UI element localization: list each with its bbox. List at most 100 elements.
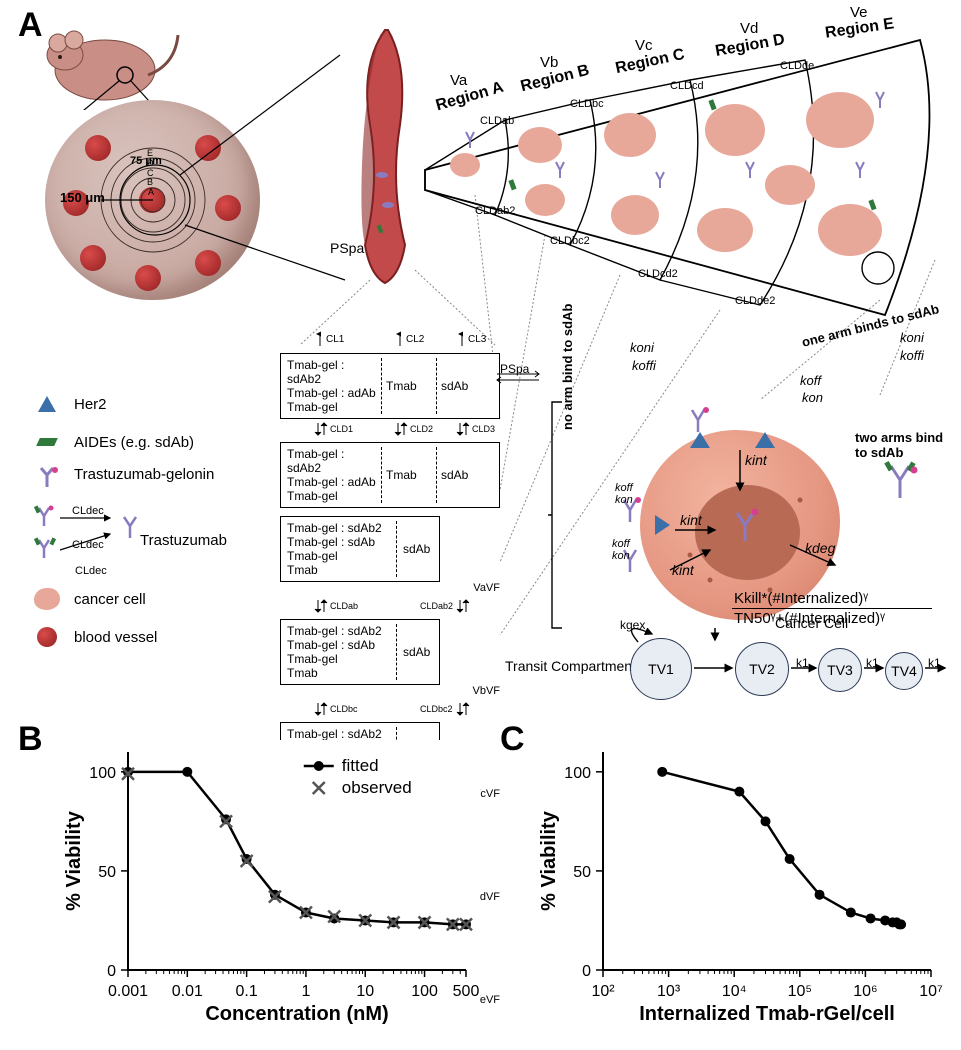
svg-text:100: 100	[89, 765, 116, 782]
koff-label-2: koff	[612, 538, 630, 550]
svg-text:fitted: fitted	[342, 756, 379, 775]
comp-text: Tmab-gel	[287, 400, 377, 414]
svg-text:CLdec: CLdec	[72, 505, 104, 517]
transit-arrows-icon	[560, 628, 960, 708]
svg-text:10³: 10³	[657, 983, 681, 1000]
cld-ab-label: CLDab	[480, 115, 514, 127]
kdeg-label: kdeg	[805, 540, 835, 556]
figure-root: A E D	[0, 0, 961, 1050]
legend-aide: AIDEs (e.g. sdAb)	[30, 428, 230, 456]
her2-icon	[38, 396, 56, 412]
kill-formula-top: Kkill*(#Internalized)ᵞ	[734, 590, 868, 607]
chart-c: 05010010²10³10⁴10⁵10⁶10⁷Internalized Tma…	[535, 740, 945, 1030]
svg-text:CLDab2: CLDab2	[420, 601, 453, 611]
legend-her2-label: Her2	[74, 396, 107, 413]
region-b-vol: Vb	[540, 54, 558, 71]
double-arrow-icon: CLDbc CLDbc2	[280, 701, 500, 717]
region-c-vol: Vc	[635, 37, 653, 54]
tissue-box-suffix: VaVF	[280, 582, 500, 594]
svg-text:CLDbc2: CLDbc2	[420, 704, 453, 714]
bracket-icon	[548, 400, 568, 630]
two-arm-label: two arms bind to sdAb	[855, 430, 955, 460]
k1-label-1: k1	[796, 656, 809, 670]
comp-text: sdAb	[441, 379, 468, 393]
svg-text:0.001: 0.001	[108, 983, 148, 1000]
koni-label: koni	[630, 340, 654, 355]
kint-label-2: kint	[680, 512, 702, 528]
svg-text:B: B	[147, 177, 153, 187]
svg-text:100: 100	[411, 983, 438, 1000]
koffi-label-2: koffi	[900, 348, 924, 363]
legend-cancer-label: cancer cell	[74, 591, 146, 608]
two-arm-antibody-icon	[870, 460, 930, 510]
svg-text:CLDab: CLDab	[330, 601, 358, 611]
svg-text:observed: observed	[342, 778, 412, 797]
koffi-label: koffi	[632, 358, 656, 373]
cancer-cell-icon	[34, 588, 60, 610]
legend-aide-label: AIDEs (e.g. sdAb)	[74, 434, 194, 451]
tissue-box-suffix: VbVF	[280, 685, 500, 697]
svg-text:10⁶: 10⁶	[853, 983, 877, 1000]
svg-text:500: 500	[453, 983, 480, 1000]
mouse-icon	[30, 15, 180, 110]
comp-text: Tmab-gel : adAb	[287, 386, 377, 400]
comp-text: sdAb	[441, 468, 468, 482]
svg-text:10⁵: 10⁵	[788, 983, 812, 1000]
blood-vessel-dot	[215, 195, 241, 221]
svg-text:Concentration (nM): Concentration (nM)	[205, 1003, 388, 1025]
double-arrow-icon: CLD1 CLD2 CLD3	[280, 421, 500, 437]
cldec-reactions: CLdec CLdec Trastuzumab CLdec	[30, 504, 230, 577]
comp-text: Tmab	[386, 468, 417, 482]
svg-text:50: 50	[573, 864, 591, 881]
legend-tgel: Trastuzumab-gelonin	[30, 466, 230, 494]
formula-divider	[732, 608, 932, 609]
svg-text:0.01: 0.01	[172, 983, 203, 1000]
tissue-wedge: Region A Region B Region C Region D Regi…	[410, 30, 950, 360]
kill-formula-bottom: TN50ᵞ+(#Internalized)ᵞ	[734, 610, 885, 627]
svg-text:10: 10	[356, 983, 374, 1000]
koni-label-2: koni	[900, 330, 924, 345]
svg-text:A: A	[148, 187, 154, 197]
tissue-box-VbVF: Tmab-gel : sdAb2Tmab-gel : sdAbTmab-gelT…	[280, 619, 440, 685]
cld-ab2-label: CLDab2	[475, 205, 515, 217]
svg-text:CLDbc: CLDbc	[330, 704, 358, 714]
svg-text:50: 50	[98, 864, 116, 881]
k1-label-2: k1	[866, 656, 879, 670]
region-e-vol: Ve	[850, 4, 868, 21]
svg-text:100: 100	[564, 765, 591, 782]
svg-text:10⁷: 10⁷	[919, 983, 943, 1000]
koff-label-tr: koff	[800, 373, 821, 388]
comp-text: Tmab-gel : sdAb2	[287, 358, 377, 386]
k1-label-3: k1	[928, 656, 941, 670]
trastuzumab-label: Trastuzumab	[140, 532, 230, 549]
plasma-box-2: Tmab-gel : sdAb2 Tmab-gel : adAb Tmab-ge…	[280, 442, 500, 508]
legend: Her2 AIDEs (e.g. sdAb) Trastuzumab-gelon…	[30, 390, 230, 661]
cld-cd2-label: CLDcd2	[638, 268, 678, 280]
blood-vessel-dot	[135, 265, 161, 291]
chart-b: 0501000.0010.010.1110100500Concentration…	[60, 740, 480, 1030]
region-a-vol: Va	[450, 72, 467, 89]
svg-text:0: 0	[582, 963, 591, 980]
double-arrow-icon: CLDab CLDab2	[280, 598, 500, 614]
tumor-inner-label: 75 μm	[130, 155, 162, 167]
svg-text:% Viability: % Viability	[63, 810, 85, 911]
svg-text:Internalized Tmab-rGel/cell: Internalized Tmab-rGel/cell	[639, 1003, 895, 1025]
pspa-arrow-icon	[495, 370, 545, 384]
svg-text:CLdec: CLdec	[72, 539, 104, 551]
svg-text:1: 1	[301, 983, 310, 1000]
comp-text: Tmab	[386, 379, 417, 393]
cld-de-label: CLDde	[780, 60, 814, 72]
svg-text:% Viability: % Viability	[538, 810, 560, 911]
svg-text:CLD1: CLD1	[330, 424, 353, 434]
transit-compartments: Transit Compartments TV1 TV2 TV3 TV4 kge…	[560, 628, 960, 708]
cld-de2-label: CLDde2	[735, 295, 775, 307]
cl-arrows-icon: CL1 CL2 CL3	[280, 330, 500, 348]
kint-label: kint	[745, 452, 767, 468]
kint-label-3: kint	[672, 562, 694, 578]
antibody-icon	[32, 467, 62, 493]
svg-text:0: 0	[107, 963, 116, 980]
svg-text:CL1: CL1	[326, 334, 345, 345]
kon-label-2: kon	[612, 550, 630, 562]
kgex-label: kgex	[620, 618, 645, 632]
koff-label: koff	[615, 482, 633, 494]
